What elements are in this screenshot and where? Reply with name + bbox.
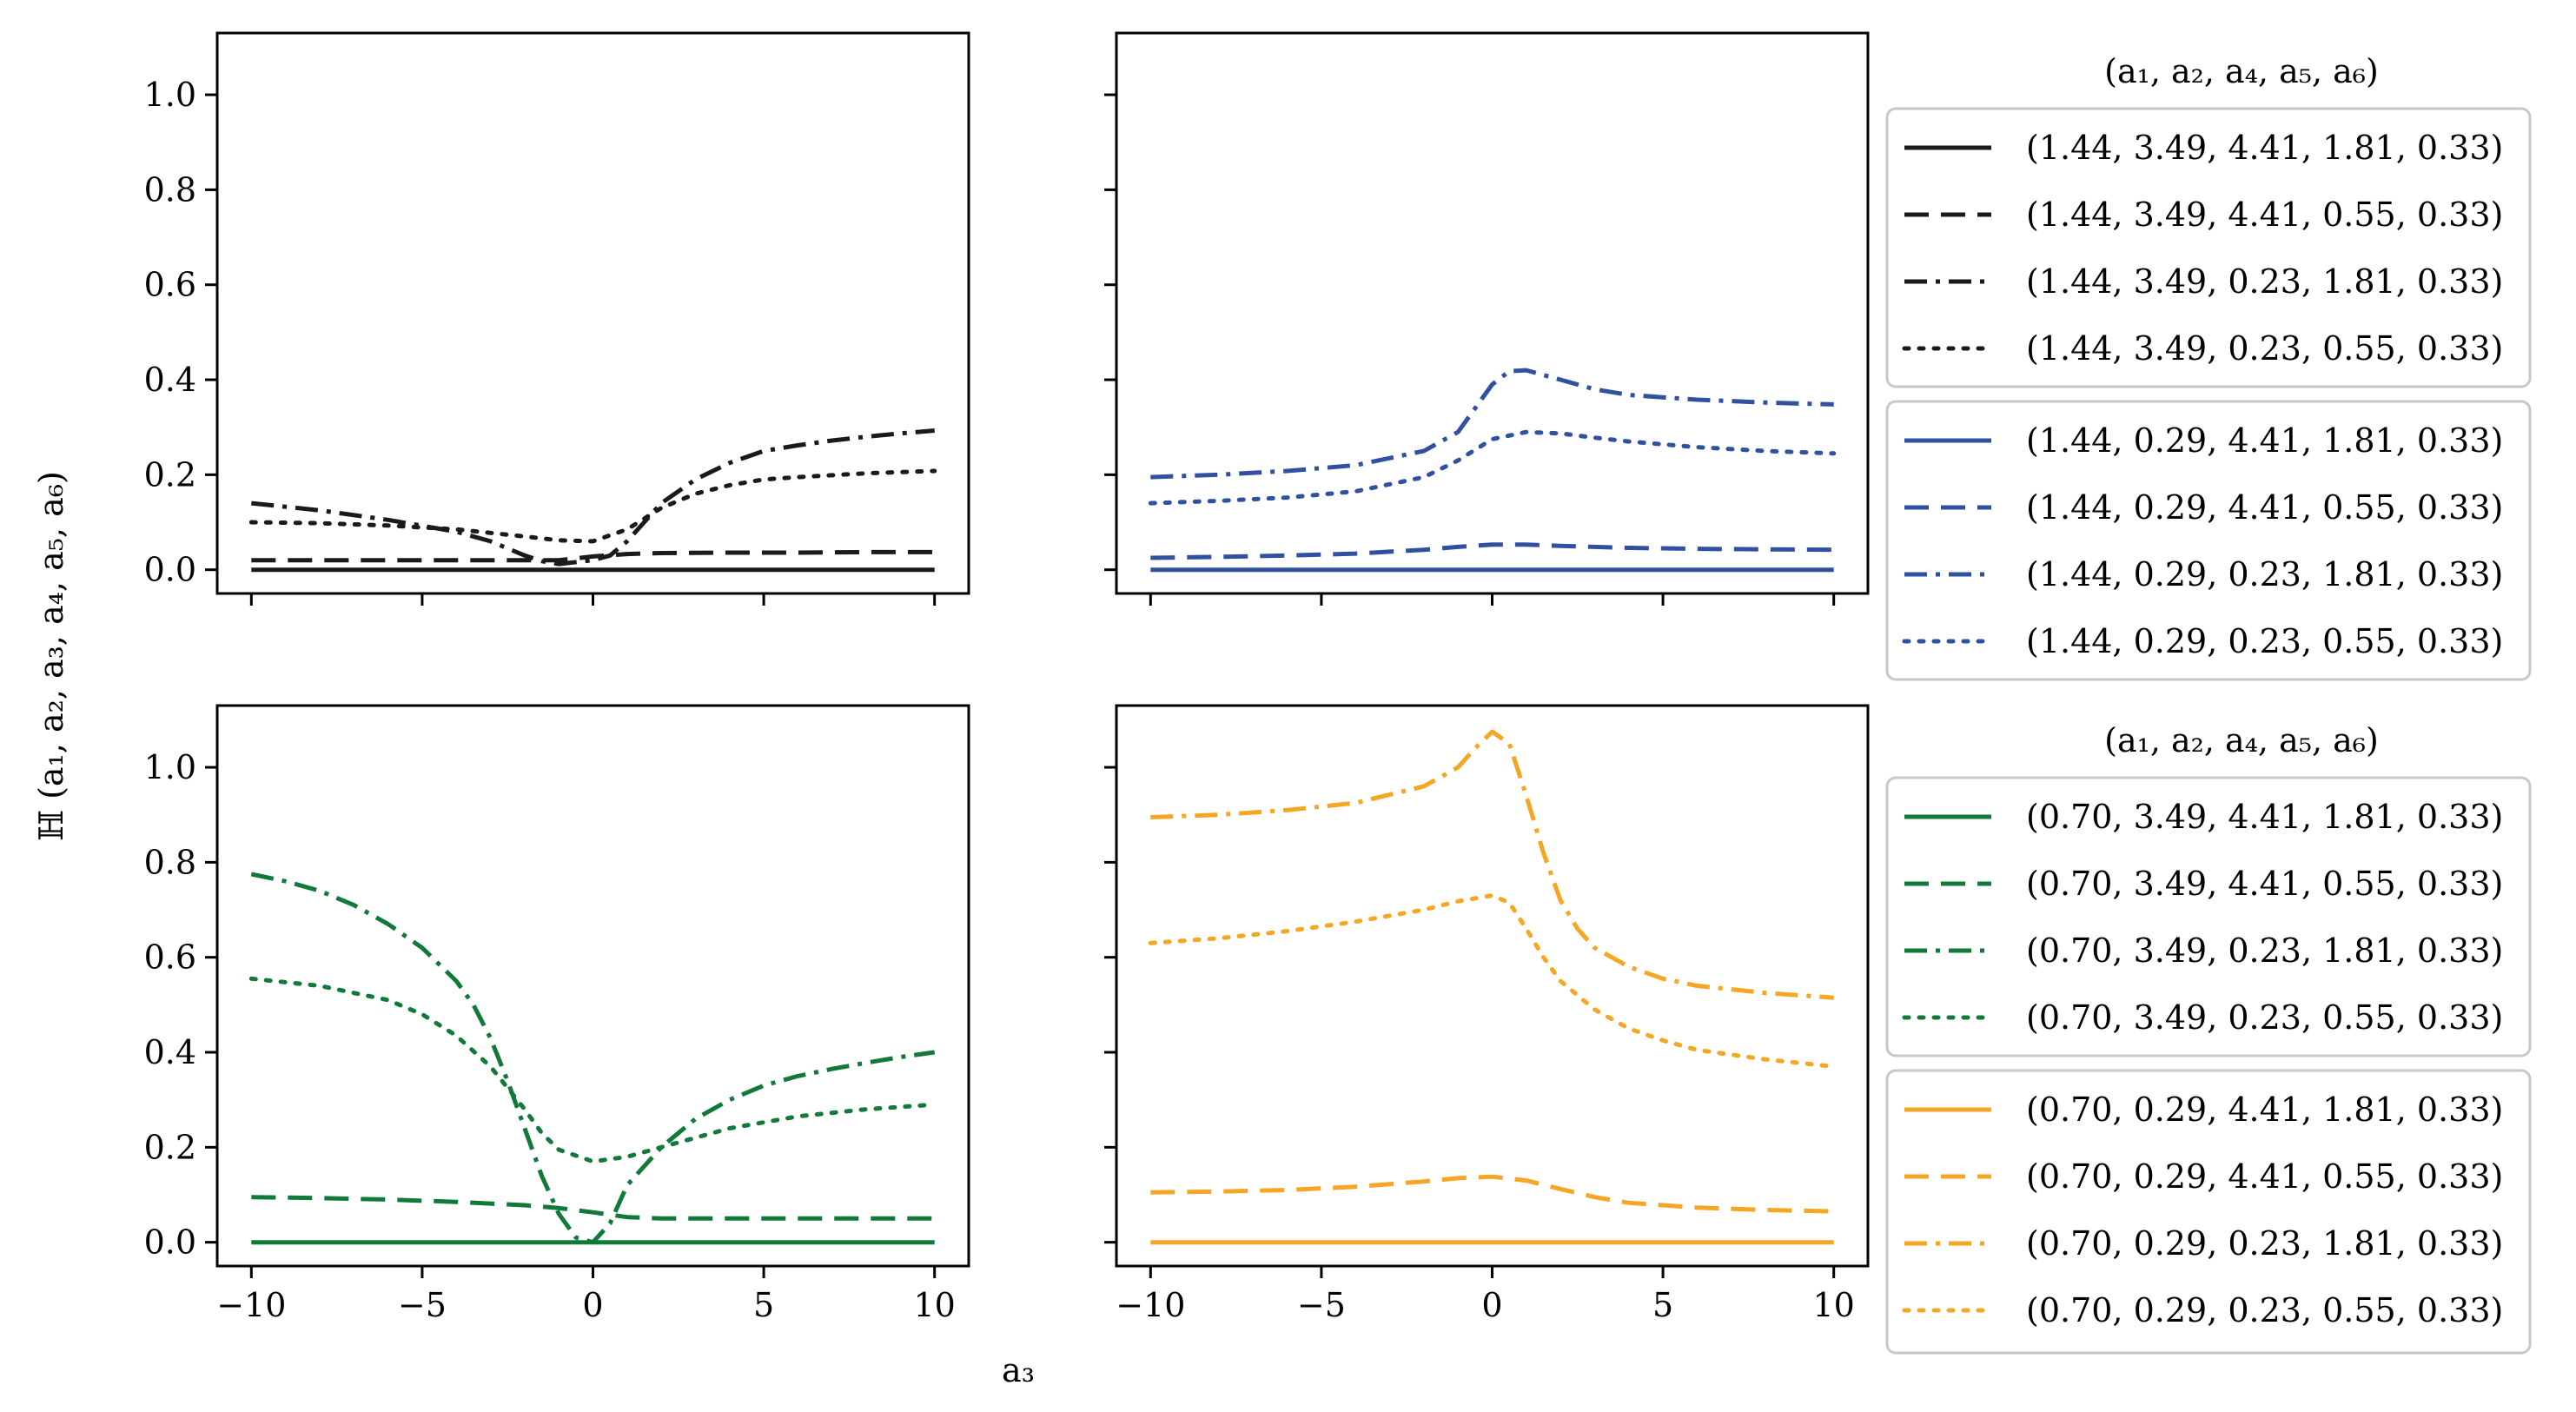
x-tick-label: 5 [753, 1286, 774, 1324]
x-tick-label: −10 [1116, 1286, 1185, 1324]
legend-label: (0.70, 0.29, 4.41, 1.81, 0.33) [2026, 1090, 2503, 1129]
legend-box [1885, 1069, 2532, 1355]
panel-bottom-left: −10 −5 0 5 10 0.0 0.2 0.4 0.6 0.8 1.0 [144, 704, 970, 1324]
x-tick-label: 5 [1652, 1286, 1673, 1324]
legend-label: (0.70, 0.29, 0.23, 0.55, 0.33) [2026, 1291, 2503, 1329]
panel-bottom-right: −10 −5 0 5 10 [1104, 704, 1870, 1324]
legend-label: (1.44, 3.49, 0.23, 1.81, 0.33) [2026, 262, 2503, 301]
legend-top-left: (1.44, 3.49, 4.41, 1.81, 0.33) (1.44, 3.4… [1885, 107, 2532, 388]
panel-frame [215, 31, 970, 595]
series-line-bottom-right-2 [1150, 729, 1834, 1000]
y-tick-label: 0.4 [144, 361, 196, 399]
x-tick-label: −10 [216, 1286, 286, 1324]
legend-label: (1.44, 3.49, 4.41, 0.55, 0.33) [2026, 196, 2503, 234]
y-tick-label: 1.0 [144, 748, 196, 786]
x-tick-label: −5 [398, 1286, 447, 1324]
x-tick-label: 0 [1481, 1286, 1502, 1324]
y-tick-label: 0.0 [144, 551, 196, 589]
series-line-bottom-left-3 [248, 976, 937, 1164]
series-line-top-right-3 [1148, 429, 1837, 506]
legend-label: (0.70, 0.29, 4.41, 0.55, 0.33) [2026, 1157, 2503, 1196]
legend-label: (0.70, 3.49, 0.23, 0.55, 0.33) [2026, 998, 2503, 1037]
series-line-top-left-1 [251, 549, 935, 563]
y-tick-label: 0.4 [144, 1033, 196, 1071]
y-tick-label: 0.8 [144, 843, 196, 881]
panel-frame [1115, 704, 1870, 1268]
legend-box [1885, 400, 2532, 681]
legend-bottom-right: (0.70, 0.29, 4.41, 1.81, 0.33) (0.70, 0.2… [1885, 1069, 2532, 1355]
y-tick-label: 0.0 [144, 1223, 196, 1262]
legend-label: (0.70, 3.49, 4.41, 1.81, 0.33) [2026, 798, 2503, 836]
x-tick-label: 10 [914, 1286, 956, 1324]
panel-top-right [1104, 31, 1870, 606]
legend-label: (1.44, 0.29, 0.23, 0.55, 0.33) [2026, 622, 2503, 660]
legend-label: (0.70, 3.49, 4.41, 0.55, 0.33) [2026, 865, 2503, 903]
series-line-top-right-1 [1150, 542, 1834, 560]
panels: 0.00.20.40.60.81.0−10 −5 0 5 100.00.20.40.60… [144, 31, 1870, 1324]
x-tick-label: 0 [582, 1286, 603, 1324]
panel-frame [1115, 31, 1870, 595]
y-tick-label: 0.6 [144, 266, 196, 304]
series-line-bottom-right-1 [1150, 1174, 1834, 1214]
legend-box [1885, 107, 2532, 388]
legend-title-top: (a₁, a₂, a₄, a₅, a₆) [2104, 52, 2379, 90]
x-tick-label: 10 [1813, 1286, 1855, 1324]
series-line-bottom-right-3 [1148, 893, 1837, 1069]
legend-label: (1.44, 3.49, 4.41, 1.81, 0.33) [2026, 129, 2503, 167]
x-axis-label: a₃ [1002, 1351, 1035, 1389]
legend-label: (0.70, 0.29, 0.23, 1.81, 0.33) [2026, 1224, 2503, 1263]
y-tick-label: 0.6 [144, 938, 196, 977]
legend-top-right: (1.44, 0.29, 4.41, 1.81, 0.33) (1.44, 0.2… [1885, 400, 2532, 681]
series-line-top-right-2 [1150, 368, 1834, 480]
y-tick-label: 0.2 [144, 455, 196, 494]
y-axis-label: ℍ (a₁, a₂, a₃, a₄, a₅, a₆) [32, 471, 70, 841]
legend-box [1885, 776, 2532, 1057]
series-line-bottom-left-1 [251, 1195, 935, 1221]
y-tick-label: 1.0 [144, 76, 196, 114]
legend-label: (1.44, 0.29, 4.41, 1.81, 0.33) [2026, 421, 2503, 460]
legends: (1.44, 3.49, 4.41, 1.81, 0.33) (1.44, 3.4… [1885, 107, 2532, 1355]
legend-bottom-left: (0.70, 3.49, 4.41, 1.81, 0.33) (0.70, 3.4… [1885, 776, 2532, 1057]
legend-label: (0.70, 3.49, 0.23, 1.81, 0.33) [2026, 931, 2503, 970]
y-tick-label: 0.8 [144, 170, 196, 209]
series-line-top-left-3 [248, 468, 937, 544]
panel-top-left: 0.0 0.2 0.4 0.6 0.8 1.0 [144, 31, 970, 606]
legend-title-bottom: (a₁, a₂, a₄, a₅, a₆) [2104, 721, 2379, 759]
legend-label: (1.44, 3.49, 0.23, 0.55, 0.33) [2026, 329, 2503, 368]
legend-label: (1.44, 0.29, 4.41, 0.55, 0.33) [2026, 488, 2503, 527]
series-line-top-left-2 [251, 428, 935, 567]
y-tick-label: 0.2 [144, 1128, 196, 1166]
legend-label: (1.44, 0.29, 0.23, 1.81, 0.33) [2026, 555, 2503, 593]
x-tick-label: −5 [1297, 1286, 1346, 1324]
series-line-bottom-left-2 [250, 872, 936, 1245]
